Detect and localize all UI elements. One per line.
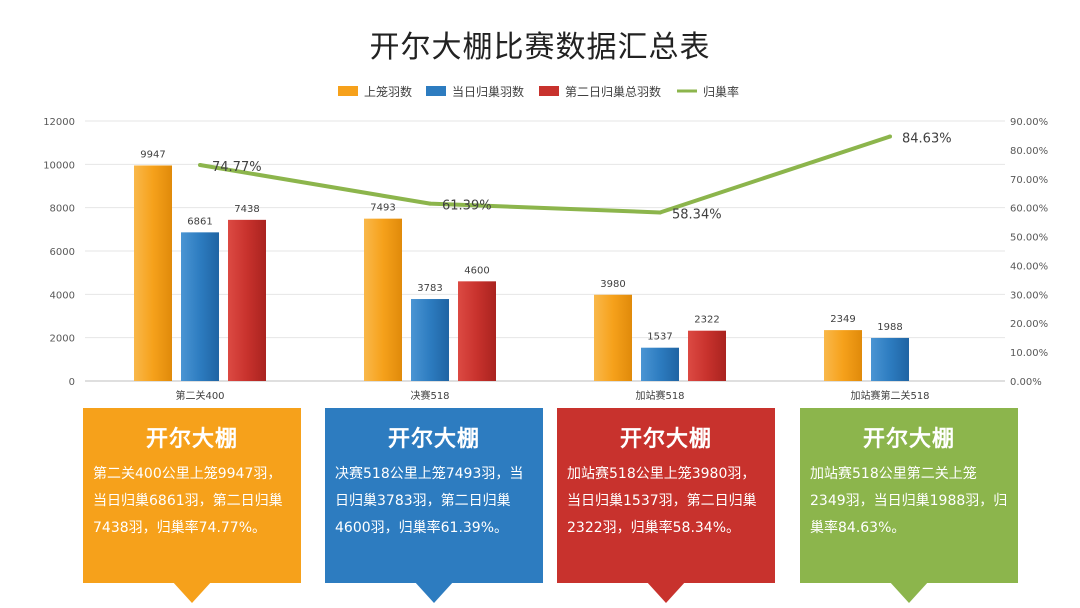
legend-label: 上笼羽数	[364, 84, 412, 99]
bar-上笼羽数	[134, 165, 172, 381]
bar-第二日归巢总羽数	[458, 281, 496, 381]
bar-当日归巢羽数	[871, 337, 909, 381]
line-point	[658, 210, 662, 215]
x-tick-label: 第二关400	[175, 389, 224, 402]
card-text: 加站赛518公里上笼3980羽，当日归巢1537羽，第二日归巢2322羽，归巢率…	[567, 466, 757, 536]
line-value-label: 58.34%	[672, 207, 722, 222]
card-text: 决赛518公里上笼7493羽，当日归巢3783羽，第二日归巢4600羽，归巢率6…	[335, 466, 524, 536]
card-heading: 开尔大棚	[145, 427, 238, 452]
y-right-tick-label: 40.00%	[1010, 261, 1048, 272]
line-point	[198, 162, 202, 167]
chart-title: 开尔大棚比赛数据汇总表	[369, 30, 711, 65]
line-point	[428, 201, 432, 206]
bar-value-label: 1988	[877, 322, 902, 333]
card-pointer	[889, 581, 929, 603]
bar-value-label: 7438	[234, 204, 259, 215]
legend-label: 第二日归巢总羽数	[565, 84, 661, 99]
line-value-label: 61.39%	[442, 199, 492, 214]
bar-value-label: 4600	[464, 265, 489, 276]
card-heading: 开尔大棚	[862, 427, 955, 452]
x-tick-label: 决赛518	[410, 389, 449, 402]
bar-上笼羽数	[824, 330, 862, 381]
y-left-tick-label: 0	[69, 377, 75, 388]
legend-swatch	[338, 86, 358, 96]
y-left-tick-label: 12000	[43, 117, 75, 128]
legend-swatch	[426, 86, 446, 96]
bar-value-label: 6861	[187, 216, 212, 227]
y-right-tick-label: 20.00%	[1010, 319, 1048, 330]
x-tick-label: 加站赛第二关518	[850, 389, 929, 402]
y-right-tick-label: 0.00%	[1010, 377, 1042, 388]
legend-swatch	[539, 86, 559, 96]
y-left-tick-label: 8000	[50, 204, 75, 215]
bar-当日归巢羽数	[641, 347, 679, 381]
card-text: 第二关400公里上笼9947羽，当日归巢6861羽，第二日归巢7438羽，归巢率…	[93, 466, 283, 536]
bar-value-label: 1537	[647, 332, 672, 343]
line-value-label: 84.63%	[902, 132, 952, 147]
card-pointer	[172, 581, 212, 603]
summary-card-1: 开尔大棚 第二关400公里上笼9947羽，当日归巢6861羽，第二日归巢7438…	[83, 408, 301, 603]
legend-label: 当日归巢羽数	[452, 84, 524, 99]
bar-第二日归巢总羽数	[688, 330, 726, 381]
card-heading: 开尔大棚	[619, 427, 712, 452]
y-right-tick-label: 50.00%	[1010, 233, 1048, 244]
y-right-tick-label: 10.00%	[1010, 348, 1048, 359]
bar-当日归巢羽数	[411, 299, 449, 381]
bar-value-label: 3783	[417, 283, 442, 294]
y-right-tick-label: 90.00%	[1010, 117, 1048, 128]
summary-card-3: 开尔大棚 加站赛518公里上笼3980羽，当日归巢1537羽，第二日归巢2322…	[557, 408, 775, 603]
y-right-tick-label: 70.00%	[1010, 175, 1048, 186]
card-pointer	[414, 581, 454, 603]
bar-value-label: 3980	[600, 279, 625, 290]
bar-当日归巢羽数	[181, 232, 219, 381]
bar-value-label: 9947	[140, 149, 165, 160]
card-heading: 开尔大棚	[387, 427, 480, 452]
y-left-tick-label: 4000	[50, 290, 75, 301]
bar-value-label: 2322	[694, 315, 719, 326]
y-right-tick-label: 30.00%	[1010, 290, 1048, 301]
bar-value-label: 2349	[830, 314, 855, 325]
bar-第二日归巢总羽数	[228, 219, 266, 381]
line-series-return-rate	[199, 134, 891, 215]
card-pointer	[646, 581, 686, 603]
y-right-tick-label: 60.00%	[1010, 204, 1048, 215]
y-left-tick-label: 2000	[50, 334, 75, 345]
summary-card-4: 开尔大棚 加站赛518公里第二关上笼2349羽，当日归巢1988羽，归巢率84.…	[800, 408, 1018, 603]
legend-label: 归巢率	[703, 84, 739, 99]
bar-value-label: 7493	[370, 203, 395, 214]
x-tick-label: 加站赛518	[635, 389, 684, 402]
bar-line-chart: 0 2000 4000 6000 8000 10000 12000 0.00% 10.00% 20…	[43, 84, 1048, 402]
bar-上笼羽数	[364, 218, 402, 381]
card-text: 加站赛518公里第二关上笼2349羽，当日归巢1988羽，归巢率84.63%。	[810, 466, 1008, 536]
line-point	[888, 134, 892, 139]
summary-card-2: 开尔大棚 决赛518公里上笼7493羽，当日归巢3783羽，第二日归巢4600羽…	[325, 408, 543, 603]
y-left-tick-label: 10000	[43, 160, 75, 171]
line-value-label: 74.77%	[212, 160, 262, 175]
y-left-tick-label: 6000	[50, 247, 75, 258]
y-right-tick-label: 80.00%	[1010, 146, 1048, 157]
bar-上笼羽数	[594, 294, 632, 381]
